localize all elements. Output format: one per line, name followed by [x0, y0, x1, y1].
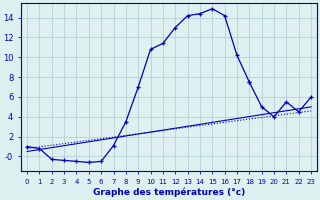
X-axis label: Graphe des températures (°c): Graphe des températures (°c)	[93, 188, 245, 197]
